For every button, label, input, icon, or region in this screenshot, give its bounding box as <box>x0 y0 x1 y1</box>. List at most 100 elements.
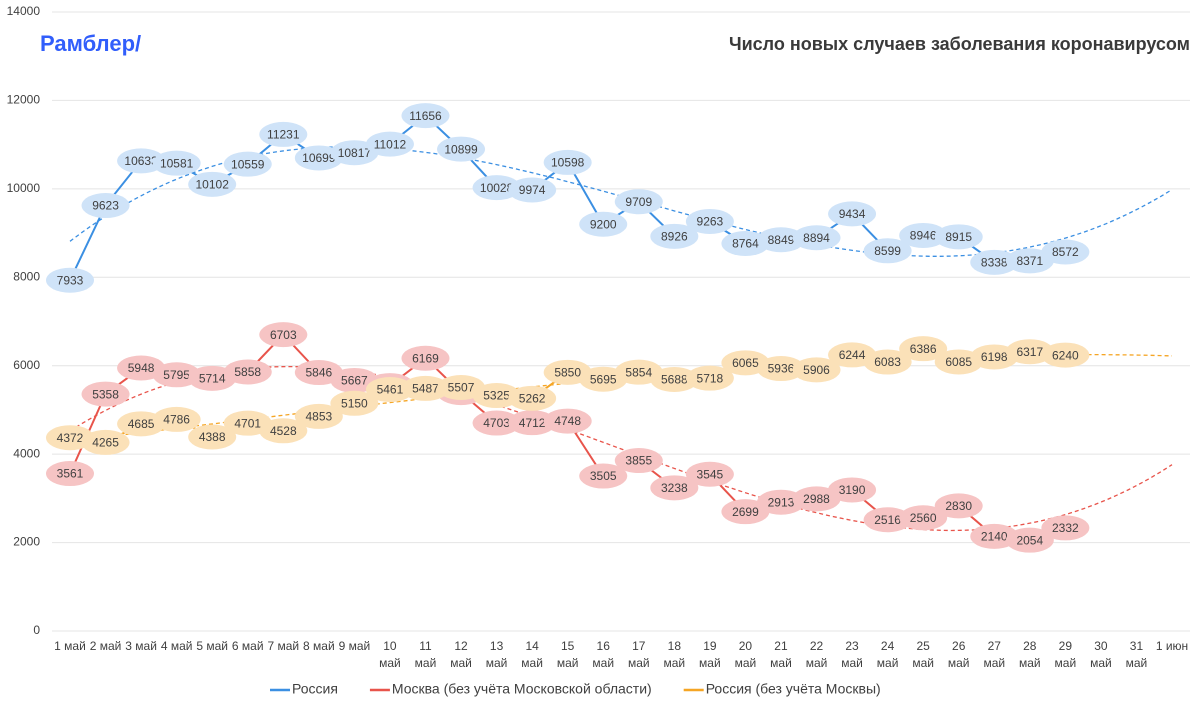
data-label-bg <box>1041 342 1090 368</box>
data-label-bg <box>721 231 770 257</box>
data-label: 4372 <box>57 431 84 445</box>
data-label: 3545 <box>697 467 724 481</box>
x-tick-label: 22 май <box>806 639 828 670</box>
data-label-bg <box>152 406 201 432</box>
data-label: 10899 <box>444 142 478 156</box>
data-label-bg <box>685 461 734 487</box>
data-label-bg <box>543 408 592 434</box>
data-label-bg <box>223 151 272 177</box>
data-label-bg <box>650 223 699 249</box>
data-label: 5695 <box>590 372 617 386</box>
logo: Рамблер/ <box>40 31 141 56</box>
data-label: 6703 <box>270 328 297 342</box>
data-label: 4748 <box>554 414 581 428</box>
data-label-bg <box>756 356 805 382</box>
data-label: 5948 <box>128 361 155 375</box>
trend-line <box>69 365 1173 532</box>
data-label-bg <box>188 171 237 197</box>
data-label-bg <box>828 477 877 503</box>
data-label: 6386 <box>910 342 937 356</box>
data-label-bg <box>46 267 94 293</box>
y-tick-label: 12000 <box>7 93 41 107</box>
data-label: 5858 <box>234 365 261 379</box>
data-label-bg <box>1005 248 1054 274</box>
data-label-bg <box>152 362 201 388</box>
data-label: 5850 <box>554 366 581 380</box>
data-label-bg <box>259 121 308 147</box>
x-tick-label: 21 май <box>770 639 792 670</box>
data-label: 10102 <box>196 178 230 192</box>
data-label: 6065 <box>732 356 759 370</box>
data-label-bg <box>472 175 521 201</box>
data-label: 5936 <box>768 362 795 376</box>
legend-label: Россия (без учёта Москвы) <box>706 681 881 697</box>
data-label: 11012 <box>374 137 407 151</box>
data-label: 10633 <box>124 154 158 168</box>
data-label: 10559 <box>231 157 265 171</box>
x-tick-label: 15 май <box>557 639 579 670</box>
data-label-bg <box>401 103 450 129</box>
x-tick-label: 26 май <box>948 639 970 670</box>
data-label: 4853 <box>305 410 332 424</box>
legend-label: Москва (без учёта Московской области) <box>392 681 652 697</box>
data-label: 5325 <box>483 389 510 403</box>
data-label: 8849 <box>768 233 795 247</box>
y-tick-label: 2000 <box>13 535 40 549</box>
x-tick-label: 1 июн <box>1156 639 1188 653</box>
data-label-bg <box>365 131 414 157</box>
data-label-bg <box>970 249 1019 275</box>
data-label-bg <box>330 390 379 416</box>
x-tick-label: 16 май <box>592 639 614 670</box>
data-label-bg <box>685 208 734 234</box>
data-label: 2332 <box>1052 521 1079 535</box>
data-label: 6083 <box>874 355 901 369</box>
data-label-bg <box>579 463 628 489</box>
x-tick-label: 18 май <box>664 639 686 670</box>
x-tick-label: 11 май <box>415 639 437 670</box>
data-label: 5262 <box>519 392 546 406</box>
data-label: 5150 <box>341 396 368 410</box>
data-label-bg <box>614 189 663 215</box>
x-tick-label: 19 май <box>699 639 721 670</box>
data-label-bg <box>685 365 734 391</box>
x-tick-label: 8 май <box>303 639 335 653</box>
x-tick-label: 23 май <box>841 639 863 670</box>
data-label: 6240 <box>1052 348 1079 362</box>
data-label: 5846 <box>305 366 332 380</box>
x-tick-label: 3 май <box>125 639 157 653</box>
data-label: 8371 <box>1016 254 1043 268</box>
data-label: 6085 <box>945 355 972 369</box>
data-label-bg <box>1041 515 1090 541</box>
data-label-bg <box>756 489 805 515</box>
data-label-bg <box>472 383 521 409</box>
x-tick-label: 25 май <box>912 639 934 670</box>
data-label-bg <box>1041 239 1090 265</box>
x-tick-label: 28 май <box>1019 639 1041 670</box>
data-label-bg <box>721 499 770 525</box>
data-label-bg <box>81 429 130 455</box>
data-label: 10028 <box>480 181 514 195</box>
data-label: 3855 <box>625 454 652 468</box>
legend-label: Россия <box>292 681 338 697</box>
data-label-bg <box>934 493 983 519</box>
data-label: 5667 <box>341 374 368 388</box>
x-tick-label: 27 май <box>983 639 1005 670</box>
data-label: 11231 <box>267 128 300 142</box>
data-label-bg <box>1005 527 1054 553</box>
data-label-bg <box>259 322 308 348</box>
data-label: 4701 <box>234 416 261 430</box>
series-line <box>69 114 1066 281</box>
data-label-bg <box>1005 339 1054 365</box>
data-label: 5507 <box>448 381 475 395</box>
data-label-bg <box>401 345 450 371</box>
data-label: 7933 <box>57 273 84 287</box>
data-label: 5854 <box>625 365 652 379</box>
data-label: 2913 <box>768 495 795 509</box>
x-tick-label: 6 май <box>232 639 264 653</box>
data-label: 9709 <box>625 195 652 209</box>
data-label: 5714 <box>199 372 226 386</box>
data-label: 10817 <box>338 146 372 160</box>
data-label-bg <box>899 505 948 531</box>
data-label: 4388 <box>199 430 226 444</box>
